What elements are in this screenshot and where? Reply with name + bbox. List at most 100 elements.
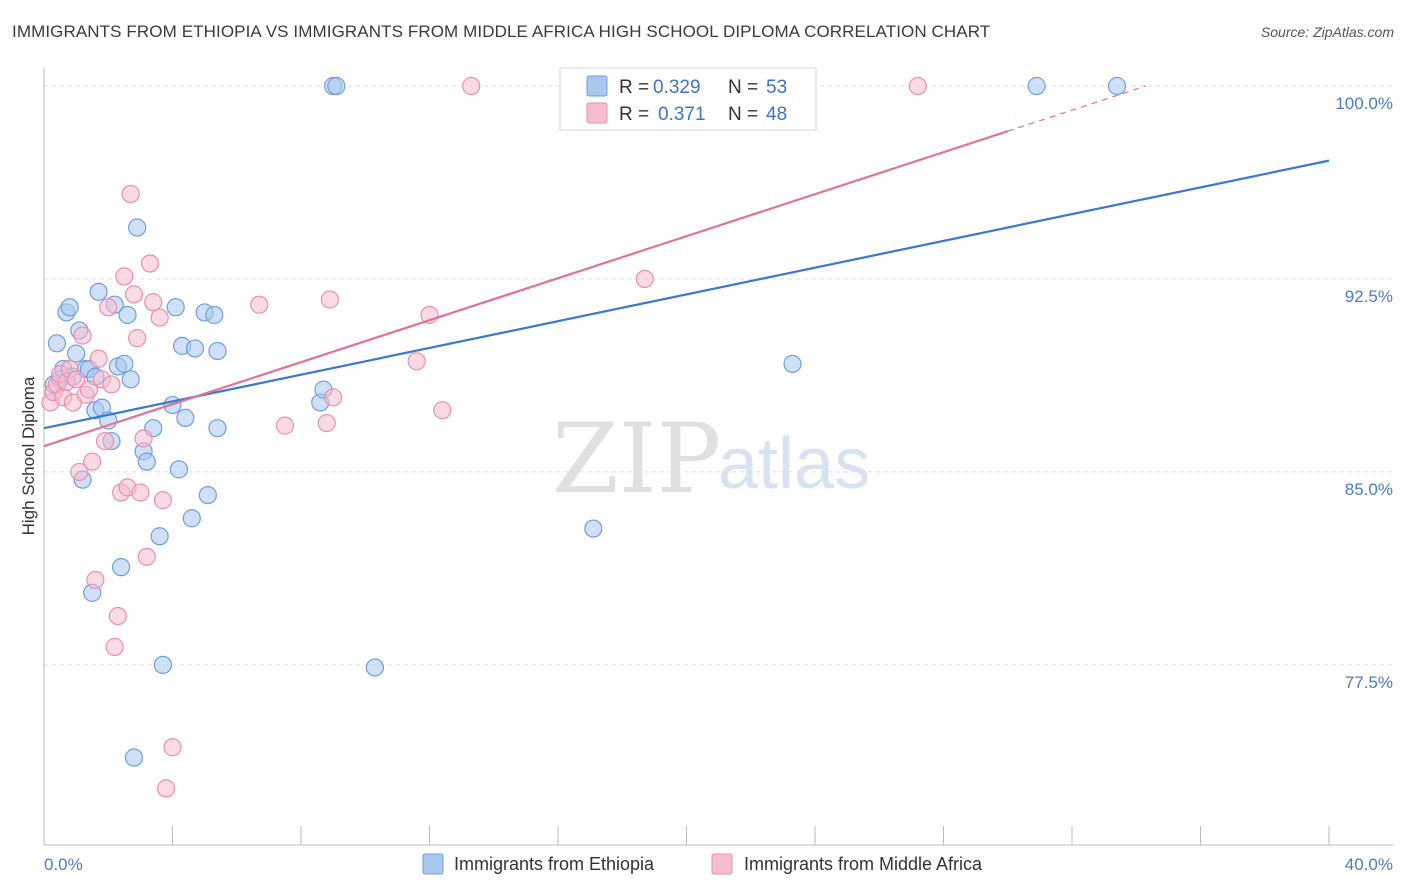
- watermark: ZIP atlas: [552, 403, 870, 515]
- point-middle-africa: [131, 483, 150, 502]
- point-middle-africa: [102, 375, 121, 394]
- point-ethiopia: [67, 344, 86, 363]
- trend-line-ethiopia: [43, 159, 1330, 430]
- legend-n-value-ethiopia: 53: [766, 77, 787, 98]
- point-middle-africa: [99, 298, 118, 317]
- point-ethiopia: [185, 339, 205, 358]
- point-ethiopia: [208, 419, 227, 438]
- point-middle-africa: [140, 254, 160, 273]
- point-middle-africa: [324, 388, 343, 407]
- point-middle-africa: [108, 606, 127, 626]
- point-middle-africa: [433, 401, 452, 420]
- point-ethiopia: [1107, 76, 1127, 96]
- point-middle-africa: [153, 491, 172, 510]
- point-ethiopia: [198, 485, 217, 505]
- point-ethiopia: [115, 354, 134, 373]
- point-ethiopia: [60, 298, 79, 317]
- point-ethiopia: [208, 341, 227, 361]
- legend-r-value-ethiopia: 0.329: [653, 77, 701, 98]
- series-middle-africa-points: [41, 76, 927, 798]
- point-middle-africa: [134, 429, 153, 448]
- watermark-zip: ZIP: [552, 403, 721, 515]
- point-ethiopia: [182, 509, 201, 528]
- legend-swatch-middle-africa: [586, 102, 608, 124]
- point-ethiopia: [169, 460, 189, 479]
- point-middle-africa: [121, 184, 140, 204]
- trend-lines: [43, 85, 1330, 448]
- point-middle-africa: [128, 329, 147, 348]
- bottom-legend-swatch-middle-africa: [711, 853, 733, 875]
- watermark-atlas: atlas: [718, 424, 870, 504]
- x-tick-label-max: 40.0%: [1345, 855, 1393, 874]
- point-ethiopia: [124, 748, 144, 767]
- point-ethiopia: [47, 334, 66, 353]
- trend-line-middle-africa: [43, 130, 1009, 448]
- trend-line-middle-africa-extension: [1007, 85, 1147, 132]
- point-middle-africa: [163, 738, 182, 757]
- point-ethiopia: [153, 655, 172, 675]
- point-ethiopia: [121, 370, 140, 389]
- legend-r-label-middle-africa: R =: [619, 104, 649, 125]
- legend-n-value-middle-africa: 48: [766, 104, 787, 125]
- point-ethiopia: [584, 519, 603, 538]
- y-tick-label: 100.0%: [1335, 94, 1393, 113]
- x-tick-marks: [43, 826, 1330, 845]
- point-middle-africa: [317, 413, 336, 433]
- point-middle-africa: [83, 452, 102, 471]
- y-tick-label: 92.5%: [1345, 287, 1393, 306]
- x-tick-label-min: 0.0%: [44, 855, 83, 874]
- point-ethiopia: [783, 354, 802, 373]
- point-middle-africa: [105, 637, 124, 656]
- point-ethiopia: [128, 218, 147, 237]
- point-ethiopia: [176, 408, 195, 428]
- legend-n-label-middle-africa: N =: [728, 104, 758, 125]
- point-ethiopia: [327, 76, 346, 96]
- point-middle-africa: [89, 349, 108, 368]
- point-ethiopia: [365, 658, 384, 677]
- bottom-legend-swatch-ethiopia: [422, 853, 444, 875]
- point-ethiopia: [118, 305, 137, 325]
- y-tick-labels: 77.5% 85.0% 92.5% 100.0%: [1335, 94, 1393, 692]
- series-ethiopia-points: [44, 76, 1127, 767]
- point-middle-africa: [250, 295, 269, 314]
- point-middle-africa: [86, 570, 105, 590]
- point-middle-africa: [462, 76, 481, 96]
- point-middle-africa: [407, 352, 426, 371]
- point-middle-africa: [70, 462, 89, 482]
- point-middle-africa: [156, 779, 176, 798]
- point-middle-africa: [67, 370, 86, 389]
- legend-swatch-ethiopia: [586, 75, 608, 97]
- bottom-legend-label-ethiopia: Immigrants from Ethiopia: [454, 854, 655, 874]
- point-middle-africa: [115, 267, 134, 286]
- point-ethiopia: [166, 298, 185, 317]
- point-ethiopia: [111, 558, 131, 577]
- point-middle-africa: [124, 285, 144, 304]
- point-ethiopia: [150, 527, 169, 546]
- legend-r-value-middle-africa: 0.371: [658, 104, 706, 125]
- point-middle-africa: [908, 76, 927, 96]
- chart-title: IMMIGRANTS FROM ETHIOPIA VS IMMIGRANTS F…: [12, 22, 991, 41]
- y-tick-label: 85.0%: [1345, 480, 1393, 499]
- y-axis-label: High School Diploma: [19, 376, 38, 535]
- bottom-legend: Immigrants from Ethiopia Immigrants from…: [422, 853, 983, 875]
- grid-lines: [44, 85, 1393, 666]
- legend-n-label-ethiopia: N =: [728, 77, 758, 98]
- point-middle-africa: [320, 290, 340, 309]
- legend-box: R = 0.329 N = 53 R = 0.371 N = 48: [559, 67, 817, 131]
- point-ethiopia: [1027, 76, 1046, 96]
- point-ethiopia: [137, 452, 156, 471]
- point-middle-africa: [73, 326, 92, 345]
- bottom-legend-label-middle-africa: Immigrants from Middle Africa: [744, 854, 983, 874]
- legend-r-label-ethiopia: R =: [619, 77, 649, 98]
- point-ethiopia: [89, 282, 108, 301]
- point-middle-africa: [79, 380, 99, 399]
- y-tick-label: 77.5%: [1345, 673, 1393, 692]
- point-middle-africa: [137, 547, 156, 566]
- point-middle-africa: [150, 308, 169, 327]
- point-middle-africa: [635, 269, 654, 289]
- chart-source: Source: ZipAtlas.com: [1260, 24, 1394, 40]
- point-middle-africa: [95, 431, 115, 451]
- point-middle-africa: [275, 416, 295, 435]
- point-ethiopia: [205, 305, 224, 325]
